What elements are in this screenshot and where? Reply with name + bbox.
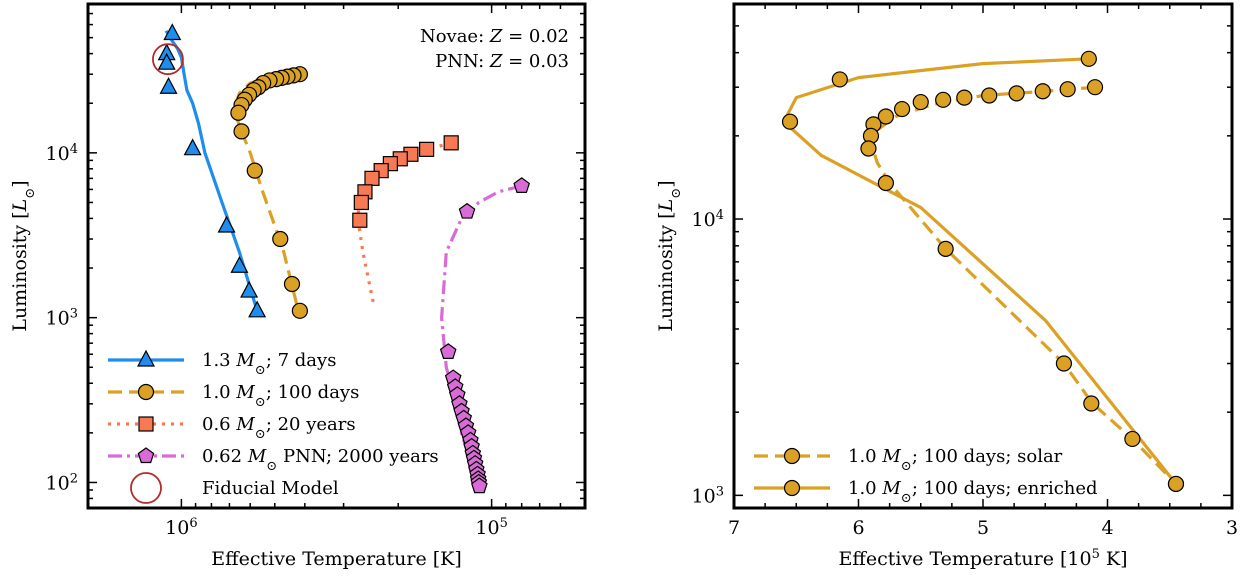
plot-frame [86, 2, 587, 510]
x-tick-label: 106 [165, 516, 197, 540]
x-tick-label: 5 [977, 517, 989, 539]
fiducial-model-marker [152, 43, 184, 76]
legend-entry: 1.0 M⊙ ; 100 days [108, 382, 359, 410]
data-point-0 [183, 138, 202, 156]
legend-marker [138, 416, 154, 432]
y-tick-label: 103 [692, 484, 724, 508]
right-panel: 103 104 7 6 5 4 3 Effective Temperature [105 K]… [655, 2, 1238, 571]
data-point-0 [230, 255, 249, 273]
data-point-0 [217, 215, 236, 233]
data-point-0 [935, 91, 952, 108]
legend-label: 1.0 M⊙ ; 100 days; solar [848, 446, 1063, 474]
legend-entry: 1.0 M⊙ ; 100 days; enriched [754, 478, 1098, 506]
data-point-0 [877, 108, 894, 125]
legend-marker [137, 349, 155, 367]
series-group [781, 50, 1185, 493]
series-line-1 [782, 57, 1178, 485]
legend-marker [130, 472, 162, 504]
y-axis: 103 104 [692, 3, 1232, 509]
data-point-1 [831, 71, 848, 88]
data-point-0 [981, 87, 998, 104]
data-point-1 [272, 230, 289, 248]
series-line-2 [356, 141, 452, 305]
legend-entry: Fiducial Model [130, 472, 339, 504]
data-point-0 [1034, 83, 1051, 100]
data-point-0 [937, 240, 954, 257]
legend-label: 0.62 M⊙ PNN; 2000 years [202, 446, 439, 474]
data-point-0 [860, 140, 877, 157]
data-point-2 [443, 135, 459, 151]
data-point-2 [419, 141, 435, 157]
data-point-0 [248, 300, 267, 318]
data-point-0 [1059, 81, 1076, 98]
legend-marker [783, 479, 801, 497]
legend-entry: 1.0 M⊙ ; 100 days; solar [754, 446, 1063, 474]
data-point-2 [353, 194, 369, 211]
x-axis-label: Effective Temperature [105 K] [838, 547, 1127, 571]
data-point-1 [233, 123, 250, 140]
y-tick-label: 102 [46, 471, 78, 495]
legend-marker [137, 447, 155, 464]
data-point-2 [364, 170, 380, 186]
data-point-1 [781, 113, 799, 130]
left-panel: 102 103 104 106 105 Effective Temperature [K]… [9, 2, 587, 570]
data-point-0 [877, 174, 894, 192]
plot-frame [732, 2, 1234, 510]
y-axis-label: Luminosity [L⊙ ] [655, 180, 684, 331]
series-line-3 [440, 184, 523, 487]
x-tick-label: 7 [728, 517, 740, 539]
x-tick-label: 4 [1101, 517, 1113, 539]
series-group [152, 23, 530, 494]
data-point-3 [458, 202, 476, 219]
data-point-3 [471, 477, 488, 494]
data-point-0 [1086, 79, 1104, 96]
data-point-0 [1124, 430, 1141, 448]
data-point-0 [1055, 355, 1073, 372]
legend-entry: 0.6 M⊙ ; 20 years [108, 414, 356, 442]
x-axis-label: Effective Temperature [K] [211, 548, 462, 570]
y-tick-label: 104 [46, 141, 78, 165]
legend-label: 1.0 M⊙ ; 100 days; enriched [848, 478, 1098, 506]
x-tick-label: 105 [475, 516, 507, 540]
data-point-0 [1083, 395, 1100, 412]
data-point-0 [159, 76, 178, 94]
legend-entry: 0.62 M⊙ PNN; 2000 years [108, 446, 439, 474]
data-point-1 [1167, 475, 1185, 493]
x-tick-label: 3 [1226, 517, 1238, 539]
y-tick-label: 103 [46, 306, 78, 330]
data-point-3 [439, 343, 457, 359]
data-point-1 [1080, 50, 1097, 67]
data-point-0 [163, 23, 182, 41]
legend-entry: 1.3 M⊙ ; 7 days [108, 349, 336, 378]
data-point-0 [912, 93, 929, 111]
data-point-2 [352, 212, 368, 228]
data-point-0 [240, 280, 259, 298]
data-point-0 [956, 89, 973, 106]
data-point-0 [157, 52, 176, 70]
y-tick-label: 104 [692, 208, 724, 232]
annotation-line: PNN: Z = 0.03 [435, 51, 569, 72]
legend-label: 1.3 M⊙ ; 7 days [202, 350, 336, 378]
annotation-line: Novae: Z = 0.02 [420, 26, 569, 47]
legend-label: Fiducial Model [202, 478, 339, 499]
y-axis-label: Luminosity [L⊙ ] [9, 180, 38, 331]
y-axis: 102 103 104 [46, 3, 585, 509]
data-point-3 [513, 177, 530, 193]
legend-marker [783, 447, 801, 465]
legend: 1.0 M⊙ ; 100 days; solar 1.0 M⊙ ; 100 day… [754, 446, 1098, 506]
data-point-0 [1008, 85, 1025, 102]
data-point-1 [246, 162, 263, 179]
legend-marker [137, 383, 155, 401]
data-point-1 [291, 302, 308, 319]
data-point-0 [893, 100, 911, 118]
legend-label: 0.6 M⊙ ; 20 years [202, 414, 356, 442]
legend: 1.3 M⊙ ; 7 days 1.0 M⊙ ; 100 days 0.6 M⊙ ;… [108, 349, 439, 504]
data-point-1 [230, 104, 247, 121]
data-point-1 [283, 275, 301, 293]
legend-label: 1.0 M⊙ ; 100 days [202, 382, 359, 410]
x-tick-label: 6 [852, 517, 864, 539]
